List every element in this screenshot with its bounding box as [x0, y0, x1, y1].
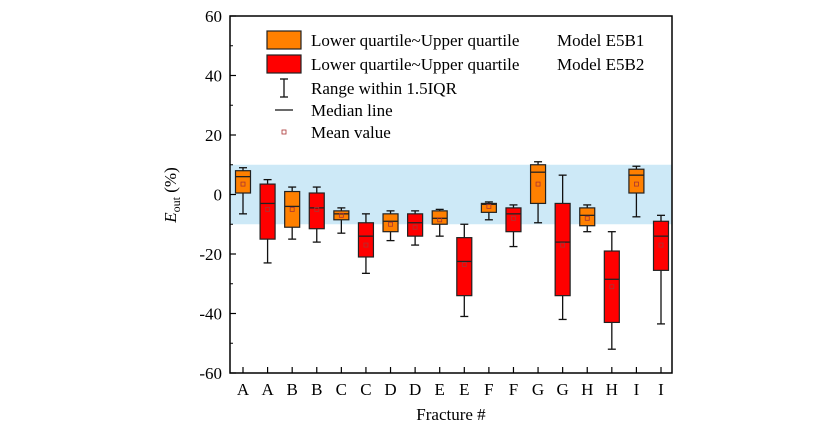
legend-model: Model E5B2 — [557, 55, 644, 74]
mean-marker — [240, 181, 246, 187]
legend-swatch — [266, 30, 302, 50]
quartile-box — [284, 190, 301, 228]
x-tick-label: H — [581, 380, 593, 399]
y-tick-label: -20 — [199, 245, 222, 264]
quartile-box — [480, 202, 497, 213]
mean-marker — [609, 284, 615, 290]
legend-item-whisker: Range within 1.5IQR — [280, 78, 458, 98]
y-tick-label: 0 — [214, 186, 223, 205]
legend-model: Model E5B1 — [557, 31, 644, 50]
x-tick-label: I — [634, 380, 640, 399]
box-D-E5B2 — [407, 210, 424, 246]
quartile-box — [333, 210, 350, 221]
x-tick-label: A — [261, 380, 274, 399]
mean-marker — [388, 221, 393, 227]
quartile-box — [308, 192, 325, 230]
x-tick-label: A — [237, 380, 250, 399]
x-tick-label: H — [606, 380, 618, 399]
x-tick-label: E — [459, 380, 469, 399]
legend-label: Mean value — [311, 123, 391, 142]
mean-marker — [584, 215, 590, 221]
mean-marker — [560, 242, 566, 248]
mean-marker — [634, 181, 639, 187]
y-axis: -60 -40 -20 0 20 40 60 — [199, 7, 236, 383]
box-E-E5B1 — [431, 208, 448, 237]
quartile-box — [628, 168, 645, 194]
x-tick-label: B — [311, 380, 322, 399]
box-B-E5B2 — [308, 186, 325, 243]
y-axis-label: Eout (%) — [161, 167, 183, 223]
box-C-E5B1 — [333, 207, 350, 234]
x-tick-label: C — [360, 380, 371, 399]
mean-marker — [265, 206, 270, 212]
x-tick-label: F — [484, 380, 493, 399]
box-A-E5B2 — [259, 178, 276, 264]
quartile-box — [579, 207, 596, 227]
box-B-E5B1 — [284, 186, 301, 240]
x-tick-label: I — [658, 380, 664, 399]
y-tick-label: -60 — [199, 364, 222, 383]
x-tick-label: G — [532, 380, 544, 399]
legend-mean — [281, 129, 287, 135]
mean-marker — [511, 215, 516, 221]
box-D-E5B1 — [382, 210, 399, 242]
x-tick-label: G — [557, 380, 569, 399]
quartile-box — [357, 222, 375, 258]
y-tick-label: 20 — [205, 126, 222, 145]
box-G-E5B2 — [554, 174, 571, 321]
mean-marker — [486, 203, 492, 209]
y-tick-label: 40 — [205, 67, 222, 86]
legend-swatch — [266, 54, 302, 74]
mean-marker — [437, 217, 443, 223]
box-H-E5B2 — [603, 231, 620, 350]
box-G-E5B1 — [529, 161, 547, 224]
x-tick-label: D — [384, 380, 396, 399]
mean-marker — [289, 206, 295, 212]
x-tick-label: B — [287, 380, 298, 399]
mean-marker — [658, 242, 664, 248]
legend-item-mean: Mean value — [281, 123, 391, 142]
x-tick-label: D — [409, 380, 421, 399]
x-tick-label: C — [336, 380, 347, 399]
quartile-box — [554, 202, 571, 297]
box-H-E5B1 — [579, 204, 596, 233]
legend-item-box2: Lower quartile~Upper quartile Model E5B2 — [266, 54, 644, 74]
box-F-E5B1 — [480, 201, 497, 221]
quartile-box — [652, 220, 670, 271]
box-F-E5B2 — [505, 204, 522, 248]
mean-marker — [363, 242, 369, 248]
target-band — [230, 164, 672, 225]
quartile-box — [529, 164, 547, 205]
quartile-box — [603, 250, 620, 324]
x-tick-label: E — [435, 380, 445, 399]
x-tick-label: F — [509, 380, 518, 399]
legend-item-median: Median line — [275, 101, 393, 120]
legend-label: Lower quartile~Upper quartile — [311, 55, 519, 74]
box-C-E5B2 — [357, 213, 375, 274]
mean-marker — [314, 206, 320, 212]
legend-label: Lower quartile~Upper quartile — [311, 31, 519, 50]
boxes-group — [234, 161, 670, 350]
quartile-box — [382, 213, 399, 233]
legend: Lower quartile~Upper quartile Model E5B1L… — [266, 30, 644, 142]
legend-item-box1: Lower quartile~Upper quartile Model E5B1 — [266, 30, 644, 50]
box-A-E5B1 — [234, 167, 252, 215]
box-E-E5B2 — [456, 223, 473, 318]
x-axis-label: Fracture # — [416, 405, 486, 424]
mean-marker — [535, 181, 541, 187]
y-tick-label: 60 — [205, 7, 222, 26]
box-I-E5B2 — [652, 214, 670, 325]
mean-marker — [461, 262, 467, 267]
box-I-E5B1 — [628, 165, 645, 218]
legend-label: Median line — [311, 101, 393, 120]
mean-marker — [412, 224, 418, 230]
mean-marker — [338, 212, 344, 218]
quartile-box — [505, 207, 522, 233]
legend-label: Range within 1.5IQR — [311, 79, 458, 98]
y-tick-label: -40 — [199, 305, 222, 324]
